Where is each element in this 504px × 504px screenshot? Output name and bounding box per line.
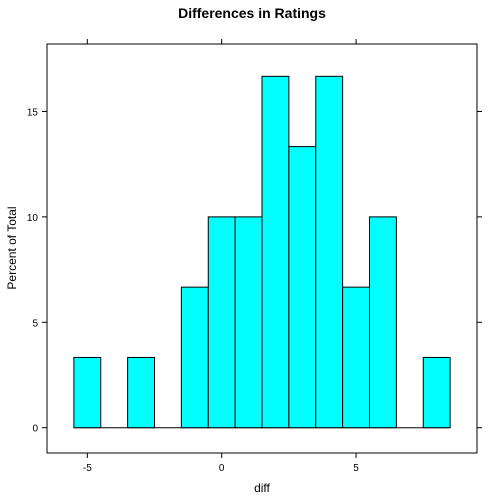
bars-layer [73,75,451,429]
y-tick-label: 10 [27,213,39,224]
histogram-bar [315,75,344,429]
ticks-layer: -5 0 5 0 5 10 15 [27,39,482,474]
histogram-bar [127,356,155,429]
chart-title: Differences in Ratings [178,5,326,21]
histogram-bar [73,356,102,429]
histogram-bar [234,216,263,429]
x-tick-label: 5 [353,463,359,474]
x-tick-label: -5 [83,463,92,474]
histogram-bar [261,75,290,429]
histogram-bar [342,286,370,429]
histogram-bar [288,146,317,429]
histogram-bar [422,356,451,429]
x-axis-label: diff [254,481,270,495]
y-axis-label: Percent of Total [5,206,19,289]
y-tick-label: 0 [32,424,38,435]
histogram-bar [369,216,397,429]
y-tick-label: 5 [32,318,38,329]
plot-panel [46,43,478,454]
histogram-bar [180,286,209,429]
x-tick-label: 0 [219,463,225,474]
histogram-bar [207,216,236,429]
y-tick-label: 15 [27,107,39,118]
